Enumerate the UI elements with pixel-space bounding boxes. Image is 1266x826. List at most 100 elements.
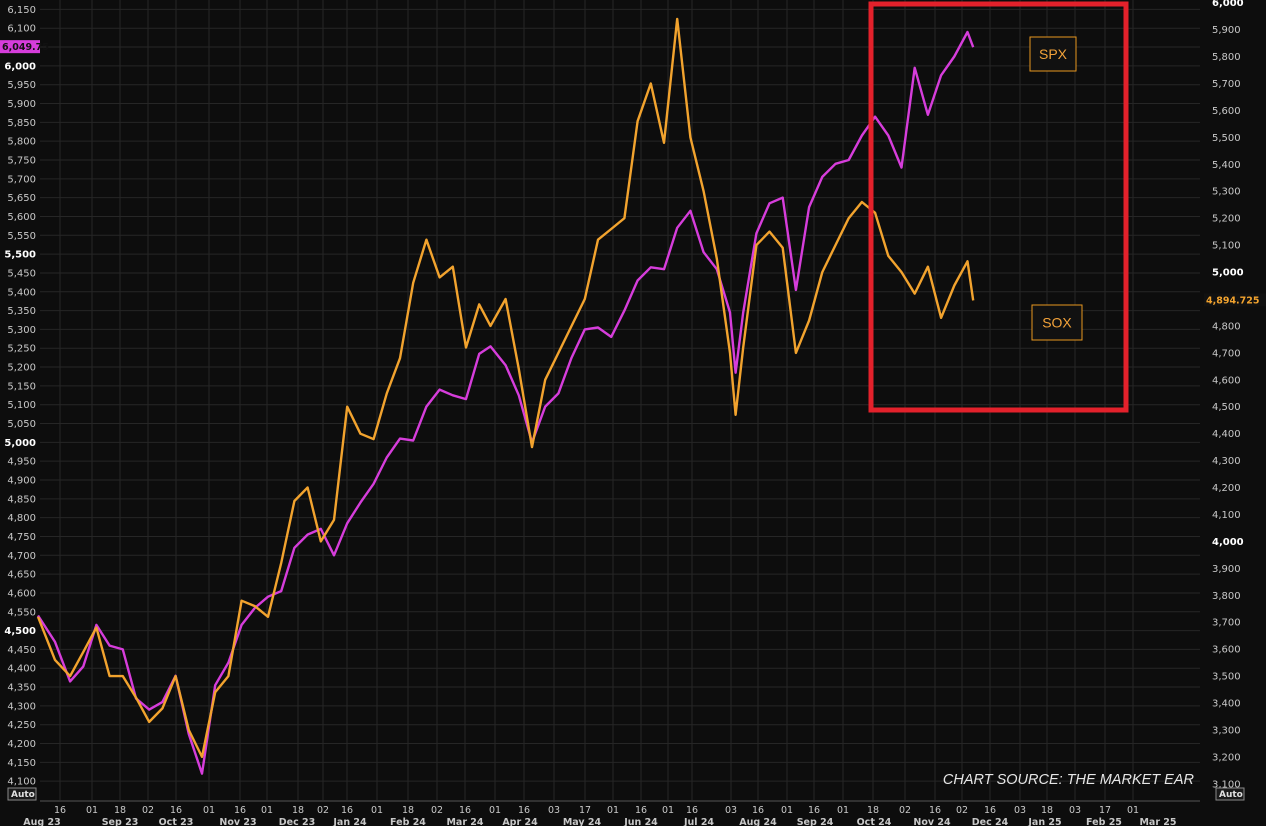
- x-tick-month: Oct 23: [159, 817, 194, 826]
- right-tick-label: 3,900: [1212, 564, 1241, 575]
- left-tick-label: 4,750: [7, 532, 36, 543]
- left-tick-label: 4,500: [4, 626, 36, 637]
- x-tick-day: 16: [518, 805, 530, 816]
- right-tick-label: 5,700: [1212, 79, 1241, 90]
- x-tick-day: 16: [752, 805, 764, 816]
- legend-label-sox: SOX: [1042, 315, 1072, 331]
- series: 6,049.75 4,894.725: [0, 17, 1266, 775]
- x-tick-month: Jul 24: [683, 817, 714, 826]
- grid: [40, 0, 1200, 800]
- left-tick-label: 6,000: [4, 61, 36, 72]
- left-tick-label: 5,650: [7, 193, 36, 204]
- x-tick-day: 02: [956, 805, 968, 816]
- left-tick-label: 4,450: [7, 645, 36, 656]
- right-tick-label: 4,700: [1212, 348, 1241, 359]
- x-tick-day: 16: [984, 805, 996, 816]
- x-tick-day: 01: [837, 805, 849, 816]
- x-tick-day: 18: [402, 805, 414, 816]
- x-tick-day: 01: [489, 805, 501, 816]
- last-value-label-spx: 6,049.75: [2, 42, 49, 53]
- right-tick-label: 5,100: [1212, 241, 1241, 252]
- right-tick-label: 3,500: [1212, 672, 1241, 683]
- right-tick-label: 5,400: [1212, 160, 1241, 171]
- right-tick-label: 4,200: [1212, 483, 1241, 494]
- x-tick-day: 16: [341, 805, 353, 816]
- right-tick-label: 5,300: [1212, 187, 1241, 198]
- x-tick-day: 18: [867, 805, 879, 816]
- left-tick-label: 4,250: [7, 720, 36, 731]
- right-axis: 3,100 3,200 3,300 3,400 3,500 3,600 3,700 3,800…: [1212, 0, 1244, 790]
- right-tick-label: 6,000: [1212, 0, 1244, 9]
- left-tick-label: 4,650: [7, 570, 36, 581]
- right-tick-label: 4,300: [1212, 456, 1241, 467]
- x-tick-month: Jan 25: [1027, 817, 1061, 826]
- last-value-label-sox: 4,894.725: [1206, 295, 1260, 306]
- left-tick-label: 6,100: [7, 24, 36, 35]
- right-tick-label: 5,200: [1212, 214, 1241, 225]
- left-tick-label: 4,850: [7, 494, 36, 505]
- left-tick-label: 4,700: [7, 551, 36, 562]
- x-tick-day: 16: [234, 805, 246, 816]
- x-tick-day: 02: [317, 805, 329, 816]
- right-tick-label: 3,300: [1212, 725, 1241, 736]
- right-tick-label: 3,800: [1212, 591, 1241, 602]
- right-tick-label: 5,900: [1212, 25, 1241, 36]
- right-tick-label: 5,500: [1212, 133, 1241, 144]
- right-tick-label: 3,400: [1212, 699, 1241, 710]
- highlight-box: [868, 1, 1129, 413]
- left-tick-label: 5,100: [7, 400, 36, 411]
- left-tick-label: 5,900: [7, 99, 36, 110]
- left-tick-label: 4,950: [7, 457, 36, 468]
- x-tick-day: 01: [203, 805, 215, 816]
- right-tick-label: 4,400: [1212, 429, 1241, 440]
- left-tick-label: 5,950: [7, 80, 36, 91]
- auto-scale-left[interactable]: Auto: [7, 787, 37, 801]
- chart-source: CHART SOURCE: THE MARKET EAR: [943, 772, 1195, 788]
- x-tick-month: May 24: [563, 817, 602, 826]
- right-tick-label: 3,700: [1212, 618, 1241, 629]
- left-tick-label: 4,550: [7, 607, 36, 618]
- left-tick-label: 6,150: [7, 5, 36, 16]
- legend-box-sox: SOX: [1031, 304, 1083, 341]
- left-tick-label: 4,900: [7, 476, 36, 487]
- x-tick-month: Jun 24: [623, 817, 658, 826]
- right-tick-label: 4,600: [1212, 375, 1241, 386]
- x-tick-month: Oct 24: [857, 817, 892, 826]
- x-tick-month: Nov 24: [913, 817, 951, 826]
- x-tick-month: Sep 24: [797, 817, 834, 826]
- x-tick-month: Dec 24: [972, 817, 1009, 826]
- right-tick-label: 4,500: [1212, 402, 1241, 413]
- x-tick-month: Aug 23: [23, 817, 60, 826]
- x-tick-day: 16: [808, 805, 820, 816]
- left-tick-label: 4,350: [7, 683, 36, 694]
- left-tick-label: 5,700: [7, 174, 36, 185]
- x-tick-month: Feb 25: [1086, 817, 1122, 826]
- x-tick-month: Apr 24: [502, 817, 538, 826]
- auto-scale-right[interactable]: Auto: [1215, 787, 1245, 801]
- left-tick-label: 4,150: [7, 758, 36, 769]
- x-axis: 16 01 18 02 16 01 16 01 18 02 16 01 18 02 16 01 16 03 17 01…: [23, 800, 1200, 826]
- left-tick-label: 5,550: [7, 231, 36, 242]
- left-tick-label: 5,400: [7, 287, 36, 298]
- x-tick-day: 18: [1041, 805, 1053, 816]
- right-tick-label: 5,000: [1212, 268, 1244, 279]
- x-tick-day: 16: [54, 805, 66, 816]
- left-tick-label: 5,850: [7, 118, 36, 129]
- right-tick-label: 4,100: [1212, 510, 1241, 521]
- x-tick-day: 16: [170, 805, 182, 816]
- x-tick-day: 16: [929, 805, 941, 816]
- left-tick-label: 5,150: [7, 381, 36, 392]
- x-tick-day: 03: [1069, 805, 1081, 816]
- x-tick-day: 01: [86, 805, 98, 816]
- x-tick-day: 02: [142, 805, 154, 816]
- x-tick-day: 03: [548, 805, 560, 816]
- left-tick-label: 4,400: [7, 664, 36, 675]
- right-tick-label: 5,600: [1212, 106, 1241, 117]
- series-line-sox: [36, 17, 975, 759]
- legend-box-spx: SPX: [1029, 36, 1077, 72]
- last-value-tag-sox: [1204, 293, 1266, 307]
- right-tick-label: 3,100: [1212, 779, 1241, 790]
- x-tick-day: 18: [292, 805, 304, 816]
- x-tick-day: 18: [114, 805, 126, 816]
